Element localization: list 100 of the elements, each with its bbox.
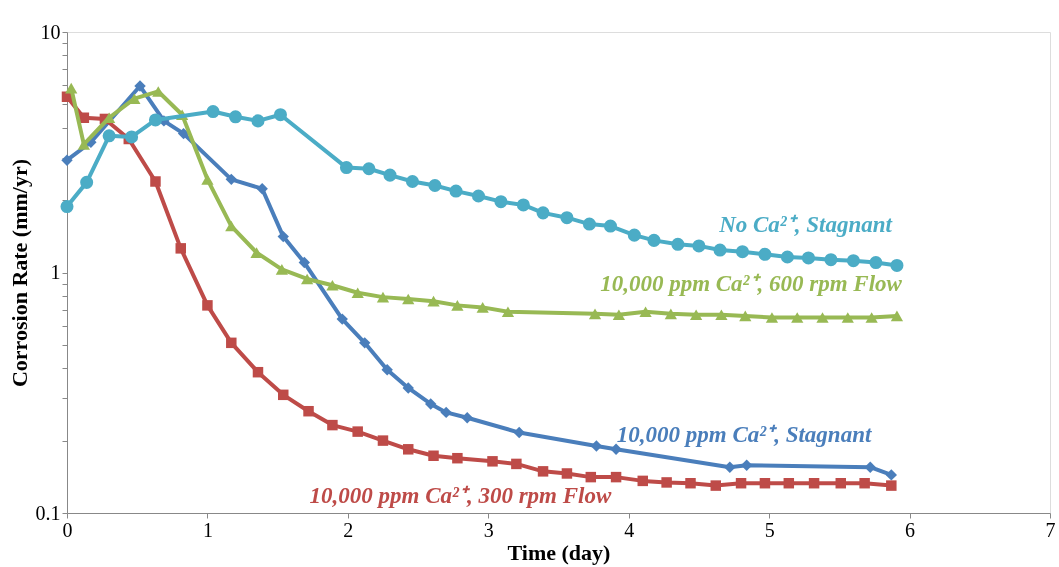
point	[487, 456, 498, 467]
point	[402, 293, 415, 305]
point	[102, 129, 116, 143]
x-tick-label: 7	[1045, 518, 1056, 541]
point	[536, 206, 550, 220]
point	[639, 306, 652, 318]
point	[362, 162, 376, 176]
point	[278, 389, 289, 401]
point	[327, 419, 338, 431]
point	[471, 189, 485, 203]
point	[885, 469, 898, 481]
point	[339, 161, 353, 175]
point	[511, 458, 522, 470]
series-label: 10,000 ppm Ca²⁺, 600 rpm Flow	[600, 270, 903, 296]
point	[377, 435, 389, 446]
x-tick-label: 5	[764, 518, 775, 541]
point	[671, 237, 685, 251]
point	[273, 108, 287, 122]
point	[824, 253, 838, 267]
point	[428, 179, 442, 193]
point	[724, 461, 736, 473]
point	[791, 312, 804, 323]
point	[175, 243, 186, 254]
point	[603, 219, 617, 233]
point	[440, 406, 452, 419]
point	[610, 471, 622, 483]
point	[735, 477, 747, 489]
point	[148, 113, 162, 127]
point	[229, 110, 243, 124]
point	[336, 313, 348, 325]
point	[381, 364, 393, 376]
point	[427, 295, 440, 307]
point	[206, 105, 220, 119]
point	[647, 233, 661, 247]
series-label: 10,000 ppm Ca²⁺, Stagnant	[616, 421, 872, 447]
point	[449, 184, 463, 198]
point	[403, 444, 414, 455]
point	[637, 475, 648, 487]
point	[301, 273, 314, 285]
point	[60, 200, 74, 214]
point	[537, 466, 549, 477]
point	[890, 258, 904, 272]
point	[150, 176, 161, 187]
point	[664, 308, 677, 320]
point	[713, 243, 727, 257]
point	[359, 337, 371, 349]
point	[685, 477, 696, 489]
point	[326, 279, 339, 291]
point	[225, 173, 237, 186]
point	[61, 154, 73, 166]
point	[735, 245, 749, 259]
point	[582, 217, 596, 231]
x-tick-label: 1	[202, 518, 213, 541]
series-label: 10,000 ppm Ca²⁺, 300 rpm Flow	[309, 482, 612, 508]
point	[765, 312, 779, 323]
point	[298, 256, 311, 269]
point	[560, 211, 574, 225]
point	[402, 382, 414, 394]
point	[383, 168, 397, 182]
point	[816, 312, 829, 323]
point	[890, 310, 904, 322]
point	[252, 366, 264, 378]
point	[513, 426, 525, 439]
point	[201, 174, 214, 185]
point	[251, 114, 265, 128]
point	[759, 477, 771, 489]
x-tick-label: 2	[343, 518, 354, 541]
point	[612, 309, 626, 321]
point	[134, 80, 146, 92]
point	[886, 480, 897, 491]
point	[80, 175, 94, 189]
point	[865, 312, 878, 323]
point	[352, 426, 363, 437]
point	[869, 256, 883, 270]
point	[859, 477, 870, 489]
point	[846, 254, 860, 268]
point	[275, 264, 288, 275]
point	[376, 291, 390, 303]
point	[758, 247, 772, 261]
point	[425, 398, 437, 410]
point	[801, 251, 815, 265]
x-tick-label: 0	[62, 518, 73, 541]
point	[452, 452, 463, 464]
point	[710, 480, 722, 491]
point	[808, 477, 820, 489]
point	[226, 337, 237, 349]
point	[715, 309, 728, 321]
point	[125, 130, 139, 144]
point	[405, 174, 419, 188]
x-tick-label: 6	[905, 518, 916, 541]
x-tick-label: 3	[483, 518, 494, 541]
x-tick-label: 4	[624, 518, 635, 541]
point	[351, 287, 364, 299]
point	[277, 230, 289, 243]
point	[461, 412, 473, 424]
series-label: No Ca²⁺, Stagnant	[718, 212, 893, 238]
point	[428, 450, 439, 461]
point	[835, 477, 847, 489]
point	[841, 312, 854, 323]
point	[256, 183, 268, 195]
